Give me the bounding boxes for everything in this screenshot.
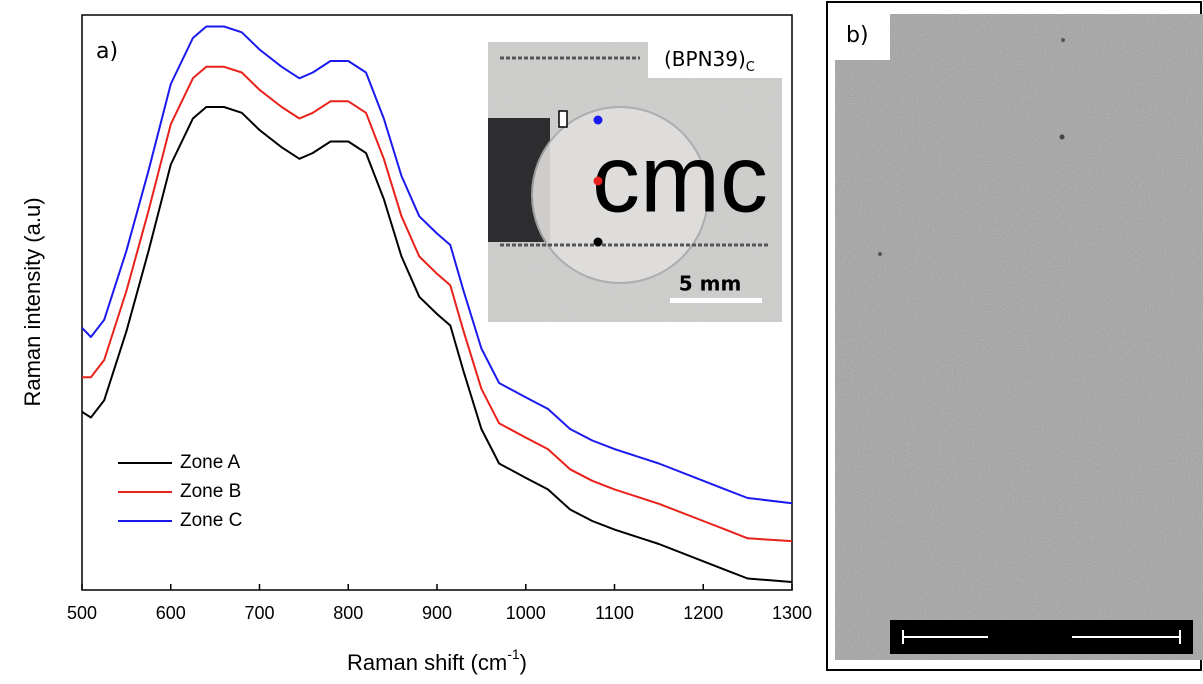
x-tick-label: 1300 [772, 603, 812, 623]
x-tick-label: 1200 [683, 603, 723, 623]
inset-label: (BPN39)C [664, 47, 755, 75]
inset-photo: cmc (BPN39)C 5 mm [488, 42, 782, 322]
x-tick-label: 600 [156, 603, 186, 623]
series-line [82, 65, 792, 543]
axes: 500 600 700 800 900 1000 1100 1200 1300 Zone A Zon… [67, 452, 812, 623]
sem-scale-label: 50 µm [998, 625, 1062, 649]
legend-label: Zone B [180, 481, 241, 502]
sem-panel-label: b) [846, 23, 869, 48]
inset-scale-label: 5 mm [679, 272, 742, 296]
x-tick-label: 900 [422, 603, 452, 623]
x-tick-label: 800 [333, 603, 363, 623]
photo-text: cmc [592, 125, 768, 232]
legend-label: Zone A [180, 452, 241, 473]
x-label-text: Raman shift (cm [347, 650, 507, 675]
series-line [82, 25, 792, 505]
sem-panel: b) 50 µm [826, 1, 1203, 671]
legend-label: Zone C [180, 510, 242, 531]
plot-area [82, 25, 792, 583]
panel-label: a) [96, 39, 118, 64]
x-tick-label: 1100 [595, 603, 634, 623]
series-line [82, 106, 792, 583]
inset-label-text: (BPN39) [664, 47, 746, 71]
x-tick-label: 700 [244, 603, 274, 623]
x-label-end: ) [520, 650, 527, 675]
x-tick-label: 500 [67, 603, 97, 623]
x-label-sup: -1 [507, 646, 520, 662]
inset-label-sub: C [746, 60, 755, 75]
x-axis-label: Raman shift (cm-1) [347, 646, 527, 675]
y-axis-label: Raman intensity (a.u) [20, 197, 45, 406]
x-tick-label: 1000 [506, 603, 546, 623]
